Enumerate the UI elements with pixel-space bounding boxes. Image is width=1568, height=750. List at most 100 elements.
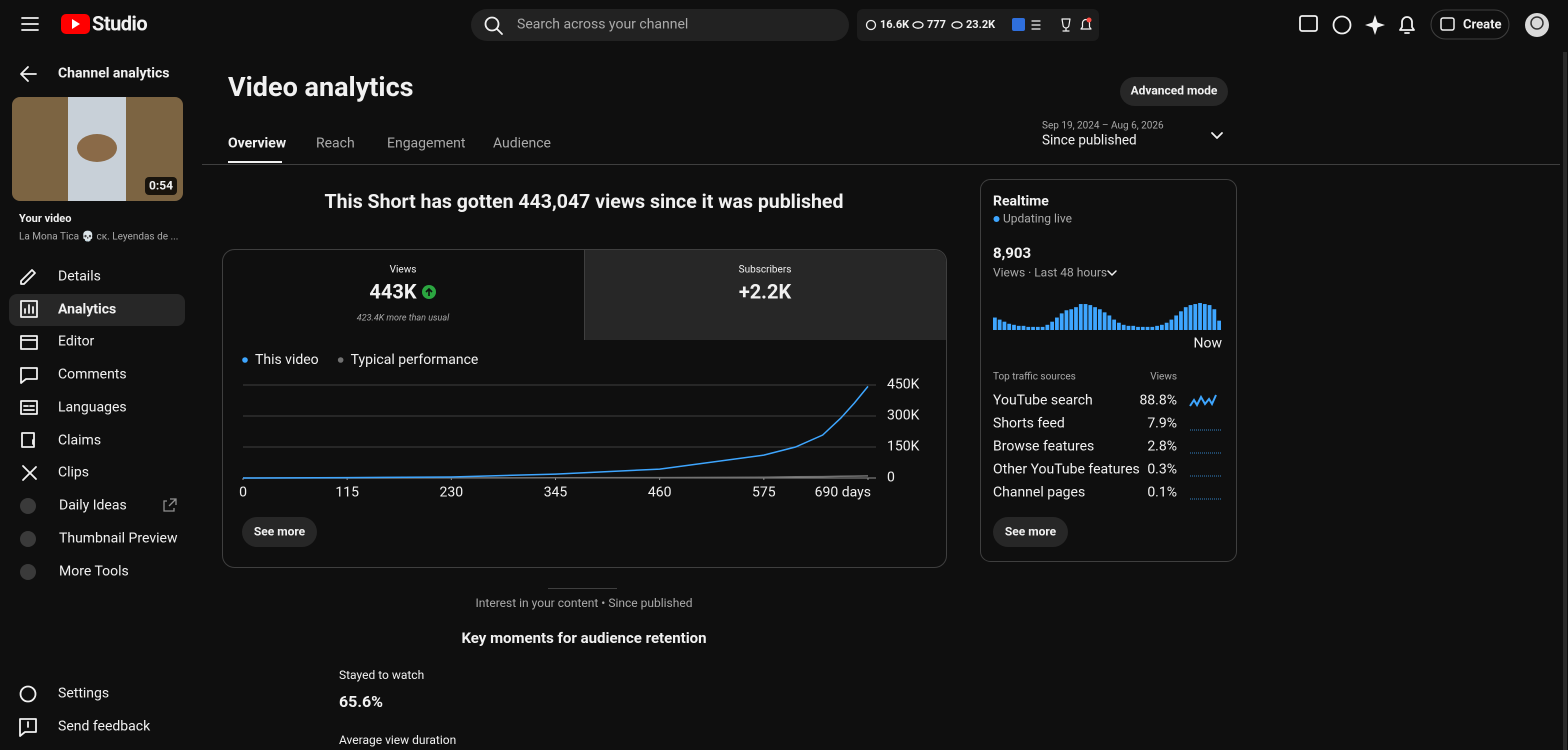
editor-icon bbox=[20, 335, 38, 350]
bar bbox=[1007, 323, 1012, 330]
stayed-label: Stayed to watch bbox=[339, 668, 424, 682]
nav-item[interactable]: Languages bbox=[58, 400, 127, 416]
back-button[interactable] bbox=[20, 66, 37, 82]
menu-button[interactable] bbox=[21, 17, 39, 31]
bar bbox=[1050, 321, 1055, 330]
your-video-heading: Your video bbox=[19, 212, 71, 225]
scrollbar[interactable] bbox=[1563, 52, 1567, 750]
views-heading: Views bbox=[1150, 372, 1177, 383]
see-more-button[interactable] bbox=[993, 517, 1068, 547]
sidebar: Channel analytics 0:54 Your video La Mon… bbox=[9, 66, 185, 737]
notifications-icon[interactable] bbox=[1399, 16, 1415, 34]
metric-tab-inactive[interactable] bbox=[585, 250, 946, 340]
overview: This Short has gotten 443,047 views sinc… bbox=[222, 190, 947, 568]
bar bbox=[1183, 307, 1188, 330]
period[interactable]: Since published bbox=[1042, 133, 1137, 149]
trophy-icon[interactable] bbox=[1061, 18, 1071, 32]
tab[interactable]: Overview bbox=[228, 136, 287, 152]
nav-item[interactable]: Details bbox=[58, 269, 101, 285]
tool-item[interactable]: More Tools bbox=[59, 564, 129, 580]
bar bbox=[1026, 326, 1031, 330]
create-label[interactable]: Create bbox=[1463, 17, 1502, 32]
x-tick-label: 115 bbox=[335, 485, 359, 501]
nav-item[interactable]: Clips bbox=[58, 465, 89, 481]
tab[interactable]: Audience bbox=[493, 136, 551, 152]
retention-title: Key moments for audience retention bbox=[461, 629, 706, 647]
bar bbox=[1097, 309, 1102, 330]
legend-label[interactable]: Typical performance bbox=[351, 352, 479, 368]
list-icon[interactable] bbox=[1031, 20, 1041, 30]
tool-item[interactable]: Thumbnail Preview bbox=[59, 531, 178, 547]
bar bbox=[1088, 305, 1093, 330]
footer-item[interactable]: Send feedback bbox=[58, 719, 151, 735]
sidebar-title: Channel analytics bbox=[58, 66, 169, 82]
nav-item[interactable]: Claims bbox=[58, 433, 101, 449]
bar bbox=[1169, 319, 1174, 330]
metric-label[interactable]: Subscribers bbox=[739, 265, 792, 276]
stat-views: 23.2K bbox=[966, 18, 996, 31]
bar bbox=[1012, 324, 1016, 330]
legend-label[interactable]: This video bbox=[255, 352, 319, 368]
logo-text[interactable]: Studio bbox=[92, 11, 148, 35]
external-link-icon bbox=[163, 498, 177, 512]
extension-icon[interactable] bbox=[1012, 18, 1025, 31]
realtime-period[interactable]: Views · Last 48 hours bbox=[993, 266, 1107, 280]
search-box[interactable] bbox=[471, 9, 849, 41]
metric-divider bbox=[584, 250, 585, 340]
bar bbox=[1159, 324, 1164, 330]
x-tick-label: 345 bbox=[544, 485, 568, 501]
languages-icon bbox=[20, 400, 38, 415]
metric-label[interactable]: Views bbox=[390, 265, 417, 276]
bar bbox=[1102, 312, 1107, 330]
stats-pill bbox=[857, 9, 1099, 41]
source-sparkline bbox=[1189, 394, 1217, 408]
see-more-label[interactable]: See more bbox=[254, 525, 306, 539]
x-tick-label: 230 bbox=[440, 485, 464, 501]
see-more-button[interactable] bbox=[242, 517, 317, 547]
bar bbox=[997, 319, 1002, 330]
tab[interactable]: Reach bbox=[316, 136, 355, 152]
bar bbox=[1164, 322, 1169, 330]
tab[interactable]: Engagement bbox=[387, 136, 466, 152]
video-title[interactable]: La Mona Tica 💀 cк. Leyendas de ... bbox=[19, 230, 178, 243]
bar bbox=[1121, 324, 1126, 330]
notification-dot bbox=[1086, 17, 1092, 23]
advanced-mode-button[interactable] bbox=[1120, 77, 1228, 106]
source-name: Shorts feed bbox=[993, 416, 1065, 432]
nav-item[interactable]: Comments bbox=[58, 367, 127, 383]
avatar[interactable] bbox=[1525, 13, 1549, 37]
nav-item[interactable]: Editor bbox=[58, 334, 95, 350]
period-dropdown[interactable] bbox=[1211, 132, 1223, 139]
date-range[interactable]: Sep 19, 2024 – Aug 6, 2026 bbox=[1042, 121, 1164, 132]
bar bbox=[1021, 325, 1026, 330]
bar bbox=[1193, 304, 1198, 330]
bar bbox=[1112, 319, 1117, 330]
realtime-total: 8,903 bbox=[993, 244, 1031, 262]
bar bbox=[1150, 326, 1155, 330]
bar bbox=[1055, 317, 1059, 330]
ai-icon[interactable] bbox=[1365, 15, 1385, 35]
help-icon[interactable] bbox=[1332, 15, 1352, 35]
realtime-period-dropdown[interactable] bbox=[1107, 270, 1117, 276]
x-tick-label: 690 days bbox=[815, 485, 871, 501]
see-more-label[interactable]: See more bbox=[1005, 525, 1057, 539]
content-header: Video analytics Advanced mode Overview R… bbox=[202, 71, 1560, 165]
advanced-mode-label[interactable]: Advanced mode bbox=[1131, 84, 1218, 98]
bar bbox=[1212, 309, 1217, 330]
tool-item[interactable]: Daily Ideas bbox=[59, 498, 127, 514]
clock-icon bbox=[865, 19, 877, 31]
bar bbox=[1069, 309, 1074, 330]
nav-item[interactable]: Analytics bbox=[58, 302, 116, 318]
source-name: Browse features bbox=[993, 439, 1094, 455]
video-duration: 0:54 bbox=[149, 179, 173, 193]
bar bbox=[1074, 307, 1078, 330]
clips-icon bbox=[22, 465, 37, 481]
feedback-icon[interactable] bbox=[1299, 15, 1318, 32]
metric-value[interactable]: +2.2K bbox=[739, 279, 792, 303]
bar bbox=[1064, 310, 1069, 330]
metric-value[interactable]: 443K bbox=[369, 279, 416, 303]
analytics-icon bbox=[20, 300, 38, 318]
footer-item[interactable]: Settings bbox=[58, 686, 109, 702]
tab-underline bbox=[228, 161, 282, 163]
